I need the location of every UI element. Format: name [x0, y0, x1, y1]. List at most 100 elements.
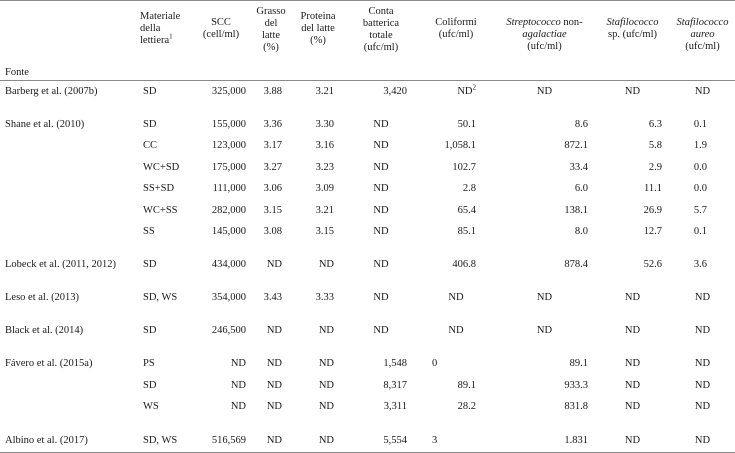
- cell-stafilococco-aureo: 1.9: [693, 140, 707, 152]
- cell-grasso: 3.88: [263, 85, 282, 97]
- cell-materiale: SD: [143, 379, 157, 391]
- header-coliformi: Coliformi (ufc/ml): [418, 0, 494, 81]
- table-row: SS 145,000 3.08 3.15 ND 85.1 8.0 12.7 0.…: [0, 222, 735, 244]
- table-row: Shane et al. (2010) SD 155,000 3.36 3.30…: [0, 114, 735, 136]
- cell-streptococco: 1.831: [494, 429, 595, 453]
- table-row: SS+SD 111,000 3.06 3.09 ND 2.8 6.0 11.1 …: [0, 179, 735, 201]
- cell-coliformi: 89.1: [457, 379, 476, 391]
- cell-stafilococco-aureo: 0.0: [693, 183, 707, 195]
- cell-materiale: CC: [143, 140, 158, 152]
- table-row: WC+SD 175,000 3.27 3.23 ND 102.7 33.4 2.…: [0, 157, 735, 179]
- cell-proteina: 3.21: [315, 204, 334, 216]
- cell-coliformi: ND: [448, 292, 464, 304]
- cell-proteina: ND: [318, 358, 334, 370]
- cell-streptococco: 89.1: [569, 358, 588, 370]
- cell-stafilococco-aureo: ND: [694, 358, 711, 370]
- cell-coliformi: 85.1: [457, 226, 476, 238]
- cell-proteina: 3.30: [315, 118, 334, 130]
- cell-stafilococco-sp: ND: [624, 292, 641, 304]
- cell-fonte: [0, 136, 140, 158]
- table-row: CC 123,000 3.17 3.16 ND 1,058.1 872.1 5.…: [0, 136, 735, 158]
- cell-proteina: 3.23: [315, 161, 334, 173]
- cell-streptococco: 8.6: [574, 118, 588, 130]
- cell-fonte: [0, 200, 140, 222]
- cell-coliformi: 1,058.1: [444, 140, 477, 152]
- cell-scc: 434,000: [211, 259, 246, 271]
- cell-stafilococco-sp: 5.8: [648, 140, 662, 152]
- cell-materiale: WS: [143, 401, 159, 413]
- cell-conta-batterica: 3,311: [383, 401, 407, 413]
- cell-grasso: 3.43: [263, 292, 282, 304]
- cell-scc: 282,000: [211, 204, 246, 216]
- cell-fonte: [0, 375, 140, 397]
- spacer-row: [0, 276, 735, 288]
- header-proteina: Proteina del latte (%): [292, 0, 344, 81]
- cell-stafilococco-sp: 11.1: [644, 183, 662, 195]
- cell-conta-batterica: ND: [373, 226, 389, 238]
- header-streptococco: Streptococco non- agalactiae (ufc/ml): [494, 0, 595, 81]
- cell-streptococco: 138.1: [564, 204, 588, 216]
- cell-stafilococco-aureo: ND: [694, 379, 711, 391]
- cell-fonte: Barberg et al. (2007b): [5, 85, 98, 97]
- cell-stafilococco-sp: ND: [624, 85, 641, 97]
- cell-coliformi: 3: [418, 429, 494, 453]
- cell-materiale: SD: [143, 85, 157, 97]
- cell-scc: 145,000: [211, 226, 246, 238]
- spacer-row: [0, 342, 735, 354]
- cell-materiale: PS: [143, 358, 155, 370]
- cell-materiale: SD, WS: [140, 429, 192, 453]
- cell-coliformi: 28.2: [457, 401, 476, 413]
- cell-stafilococco-aureo: 0.0: [693, 161, 707, 173]
- cell-conta-batterica: ND: [373, 183, 389, 195]
- cell-proteina: 3.21: [315, 85, 334, 97]
- cell-stafilococco-aureo: ND: [694, 401, 711, 413]
- cell-materiale: SD: [143, 259, 157, 271]
- spacer-row: [0, 309, 735, 321]
- cell-proteina: 3.33: [315, 292, 334, 304]
- cell-grasso: ND: [266, 401, 282, 413]
- table-row: Barberg et al. (2007b) SD 325,000 3.88 3…: [0, 81, 735, 103]
- header-scc: SCC (cell/ml): [192, 0, 250, 81]
- cell-streptococco: 33.4: [569, 161, 588, 173]
- cell-coliformi: 406.8: [452, 259, 476, 271]
- cell-coliformi: ND2: [457, 83, 476, 97]
- cell-streptococco: 878.4: [564, 259, 588, 271]
- cell-stafilococco-sp: 6.3: [648, 118, 662, 130]
- cell-scc: 325,000: [211, 85, 246, 97]
- cell-fonte: Lobeck et al. (2011, 2012): [5, 259, 116, 271]
- cell-streptococco: ND: [536, 292, 553, 304]
- cell-streptococco: 6.0: [574, 183, 588, 195]
- cell-scc: 111,000: [212, 183, 246, 195]
- table-header: Fonte Materiale della lettiera1 SCC (cel…: [0, 0, 735, 81]
- cell-grasso: ND: [266, 259, 282, 271]
- cell-proteina: ND: [318, 259, 334, 271]
- cell-conta-batterica: ND: [373, 118, 389, 130]
- cell-scc: 516,569: [192, 429, 250, 453]
- cell-stafilococco-aureo: 5.7: [693, 204, 707, 216]
- spacer-row: [0, 103, 735, 115]
- cell-conta-batterica: ND: [373, 325, 389, 337]
- cell-streptococco: 831.8: [564, 401, 588, 413]
- cell-scc: 175,000: [211, 161, 246, 173]
- cell-fonte: Black et al. (2014): [5, 325, 84, 337]
- header-stafilococco-sp: Stafilococco sp. (ufc/ml): [595, 0, 670, 81]
- spacer-row: [0, 243, 735, 255]
- header-stafilococco-aureo: Stafilococco aureo (ufc/ml): [670, 0, 735, 81]
- cell-stafilococco-aureo: ND: [670, 429, 735, 453]
- cell-coliformi: 2.8: [462, 183, 476, 195]
- spacer-row: [0, 418, 735, 430]
- cell-scc: ND: [230, 401, 246, 413]
- cell-stafilococco-sp: ND: [624, 358, 641, 370]
- cell-conta-batterica: ND: [373, 204, 389, 216]
- cell-stafilococco-sp: ND: [624, 401, 641, 413]
- cell-stafilococco-aureo: 0.1: [693, 226, 707, 238]
- cell-conta-batterica: 8,317: [383, 379, 407, 391]
- cell-materiale: SS+SD: [143, 183, 175, 195]
- table-row: WS ND ND ND 3,311 28.2 831.8 ND ND: [0, 397, 735, 419]
- cell-conta-batterica: 3,420: [383, 85, 407, 97]
- cell-stafilococco-sp: 52.6: [643, 259, 662, 271]
- cell-scc: 246,500: [211, 325, 246, 337]
- header-grasso: Grasso del latte (%): [250, 0, 292, 81]
- cell-stafilococco-sp: 26.9: [643, 204, 662, 216]
- cell-fonte: [0, 222, 140, 244]
